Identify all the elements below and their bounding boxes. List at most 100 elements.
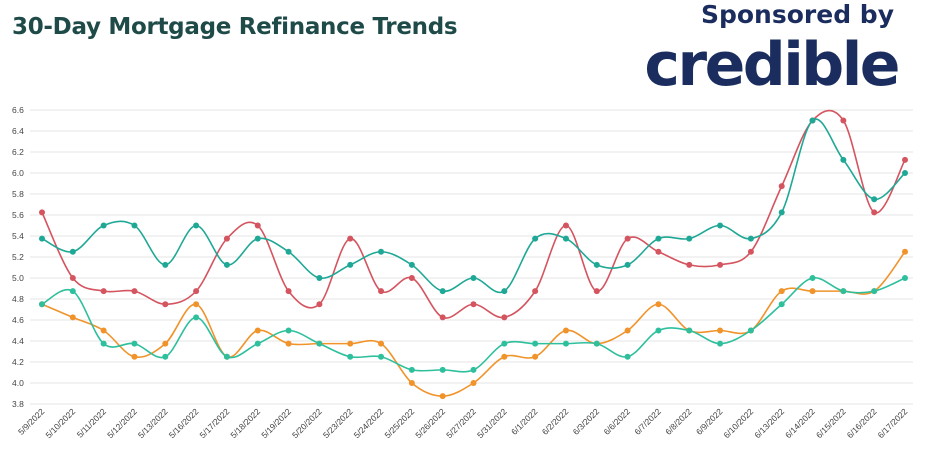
data-point[interactable] (902, 170, 908, 176)
data-point[interactable] (223, 235, 230, 242)
data-point[interactable] (408, 275, 415, 281)
data-point[interactable] (902, 275, 908, 281)
data-point[interactable] (902, 156, 908, 163)
data-point[interactable] (69, 248, 76, 255)
data-point[interactable] (439, 393, 446, 400)
data-point[interactable] (347, 261, 354, 268)
data-point[interactable] (131, 288, 138, 295)
data-point[interactable] (69, 275, 76, 281)
data-point[interactable] (100, 327, 107, 334)
data-point[interactable] (778, 301, 785, 308)
data-point[interactable] (439, 288, 446, 295)
data-point[interactable] (347, 235, 354, 242)
data-point[interactable] (316, 301, 323, 308)
data-point[interactable] (254, 327, 261, 334)
data-point[interactable] (470, 275, 477, 281)
data-point[interactable] (193, 314, 200, 321)
data-point[interactable] (655, 301, 662, 308)
data-point[interactable] (624, 353, 631, 360)
data-point[interactable] (378, 248, 385, 255)
data-point[interactable] (254, 235, 261, 242)
data-point[interactable] (470, 366, 477, 373)
data-point[interactable] (624, 261, 631, 268)
data-point[interactable] (532, 340, 539, 347)
data-point[interactable] (809, 288, 816, 295)
data-point[interactable] (717, 340, 724, 347)
data-point[interactable] (378, 288, 385, 295)
data-point[interactable] (69, 314, 76, 321)
data-point[interactable] (501, 314, 508, 321)
data-point[interactable] (285, 340, 292, 347)
data-point[interactable] (871, 196, 878, 203)
data-point[interactable] (470, 380, 477, 386)
data-point[interactable] (378, 340, 385, 347)
data-point[interactable] (501, 353, 508, 360)
data-point[interactable] (778, 183, 785, 190)
data-point[interactable] (193, 222, 200, 229)
data-point[interactable] (747, 248, 754, 255)
data-point[interactable] (562, 340, 569, 347)
data-point[interactable] (686, 235, 693, 242)
data-point[interactable] (39, 301, 45, 308)
data-point[interactable] (131, 222, 138, 229)
data-point[interactable] (439, 314, 446, 321)
data-point[interactable] (408, 366, 415, 373)
data-point[interactable] (593, 288, 600, 295)
data-point[interactable] (840, 117, 847, 124)
data-point[interactable] (562, 235, 569, 242)
data-point[interactable] (100, 288, 107, 295)
data-point[interactable] (223, 353, 230, 360)
data-point[interactable] (655, 235, 662, 242)
data-point[interactable] (686, 261, 693, 268)
data-point[interactable] (254, 222, 261, 229)
data-point[interactable] (532, 353, 539, 360)
data-point[interactable] (624, 235, 631, 242)
data-point[interactable] (285, 248, 292, 255)
data-point[interactable] (347, 340, 354, 347)
data-point[interactable] (747, 235, 754, 242)
data-point[interactable] (624, 327, 631, 334)
data-point[interactable] (593, 261, 600, 268)
data-point[interactable] (131, 340, 138, 347)
data-point[interactable] (532, 235, 539, 242)
data-point[interactable] (285, 327, 292, 334)
data-point[interactable] (809, 275, 816, 281)
data-point[interactable] (562, 222, 569, 229)
data-point[interactable] (285, 288, 292, 295)
data-point[interactable] (162, 340, 169, 347)
data-point[interactable] (778, 288, 785, 295)
data-point[interactable] (562, 327, 569, 334)
data-point[interactable] (655, 248, 662, 255)
data-point[interactable] (717, 222, 724, 229)
data-point[interactable] (439, 366, 446, 373)
data-point[interactable] (316, 275, 323, 281)
data-point[interactable] (254, 340, 261, 347)
data-point[interactable] (223, 261, 230, 268)
data-point[interactable] (347, 353, 354, 360)
data-point[interactable] (162, 353, 169, 360)
data-point[interactable] (840, 156, 847, 163)
data-point[interactable] (501, 288, 508, 295)
data-point[interactable] (809, 117, 816, 124)
data-point[interactable] (717, 327, 724, 334)
data-point[interactable] (100, 222, 107, 229)
data-point[interactable] (39, 235, 45, 242)
data-point[interactable] (470, 301, 477, 308)
data-point[interactable] (408, 261, 415, 268)
data-point[interactable] (316, 340, 323, 347)
data-point[interactable] (39, 209, 45, 216)
data-point[interactable] (100, 340, 107, 347)
data-point[interactable] (131, 353, 138, 360)
data-point[interactable] (717, 261, 724, 268)
data-point[interactable] (902, 248, 908, 255)
data-point[interactable] (501, 340, 508, 347)
sponsor-logo[interactable]: credible (644, 30, 900, 100)
data-point[interactable] (686, 327, 693, 334)
data-point[interactable] (593, 340, 600, 347)
data-point[interactable] (871, 288, 878, 295)
data-point[interactable] (408, 380, 415, 386)
data-point[interactable] (871, 209, 878, 216)
data-point[interactable] (747, 327, 754, 334)
data-point[interactable] (778, 209, 785, 216)
data-point[interactable] (69, 288, 76, 295)
